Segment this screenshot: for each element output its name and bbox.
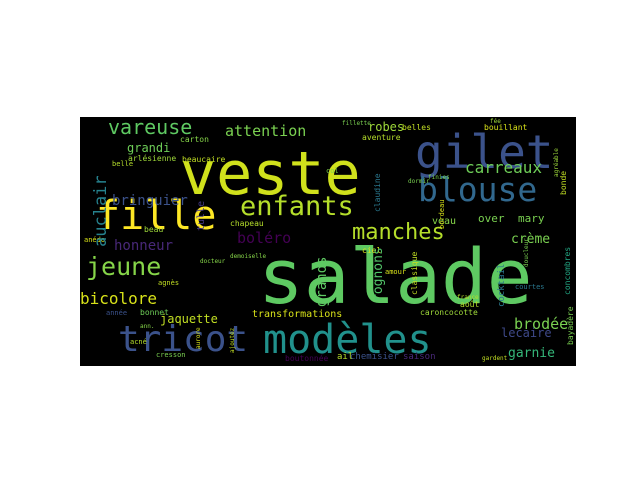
word-fille: fille bbox=[96, 193, 216, 239]
word-lecaire: lecaire bbox=[501, 326, 552, 340]
word-honneur: honneur bbox=[114, 238, 173, 254]
word-boutonnee: boutonnée bbox=[285, 353, 329, 363]
word-bayadere: bayadère bbox=[565, 306, 575, 345]
word-robes: robes bbox=[368, 120, 404, 134]
word-claudine: claudine bbox=[373, 173, 382, 212]
word-arlesienne: arlésienne bbox=[128, 153, 176, 163]
word-transformations: transformations bbox=[252, 309, 342, 320]
word-tulle: tulle bbox=[196, 201, 207, 231]
word-salade: salade bbox=[258, 232, 533, 321]
word-auclair: auclair bbox=[91, 175, 111, 247]
word-aout: août bbox=[460, 300, 479, 309]
word-beau: beau bbox=[144, 225, 163, 234]
word-ajoutez: ajoutez bbox=[229, 327, 236, 353]
word-gilet: gilet bbox=[415, 125, 553, 179]
word-anedo: anédo bbox=[84, 236, 105, 244]
word-acne: acné bbox=[130, 338, 147, 346]
word-courtes: courtes bbox=[515, 283, 545, 291]
word-doucleur: doucleur bbox=[523, 238, 530, 267]
word-grandi: grandi bbox=[127, 141, 170, 155]
word-veste: veste bbox=[180, 139, 361, 209]
word-gardent: gardent bbox=[482, 355, 508, 362]
word-ciel: ciel bbox=[362, 246, 381, 255]
word-ail: ail bbox=[337, 352, 353, 362]
word-bringuier: bringuier bbox=[112, 193, 188, 209]
word-chemisier: chemisier bbox=[350, 352, 399, 362]
word-bordeau: bordeau bbox=[438, 199, 446, 229]
word-over: over bbox=[478, 212, 505, 225]
word-cloud: salade veste modèles tricot gilet blouse… bbox=[80, 117, 576, 366]
word-modeles: modèles bbox=[263, 317, 432, 363]
word-france: france bbox=[457, 294, 479, 301]
word-bonde: bonde bbox=[559, 171, 568, 195]
word-grands: boléro bbox=[237, 229, 291, 247]
word-docteur: docteur bbox=[200, 258, 226, 265]
word-col: col bbox=[326, 167, 339, 175]
word-vareuse: vareuse bbox=[108, 117, 192, 139]
word-blouse: blouse bbox=[418, 170, 537, 209]
word-amour: amour bbox=[385, 268, 406, 276]
word-finies: finies bbox=[428, 174, 450, 181]
word-agreable: agréable bbox=[553, 148, 560, 177]
word-cresson: cresson bbox=[156, 351, 186, 359]
word-enfants: enfants bbox=[240, 191, 354, 222]
word-attention: attention bbox=[225, 122, 306, 140]
word-belles: belles bbox=[402, 123, 431, 132]
word-carreaux: carreaux bbox=[465, 158, 542, 177]
word-bicolore: bicolore bbox=[80, 289, 157, 308]
word-caroncocotte: caroncocotte bbox=[420, 308, 478, 317]
word-tricot: tricot bbox=[118, 319, 248, 360]
word-bouillant: bouillant bbox=[484, 123, 528, 132]
word-garnie: garnie bbox=[508, 346, 555, 361]
word-creme: crème bbox=[511, 232, 550, 247]
word-fillette: fillette bbox=[342, 120, 371, 127]
word-saison: saison bbox=[403, 352, 436, 362]
word-belle: belle bbox=[112, 160, 133, 168]
word-beaucaire: beaucaire bbox=[182, 155, 226, 164]
word-bonnet: bonnet bbox=[140, 308, 169, 317]
word-classique: classique bbox=[410, 251, 419, 295]
word-bolero: grands bbox=[314, 256, 330, 307]
word-carton: carton bbox=[180, 135, 209, 144]
word-chapeau: chapeau bbox=[230, 219, 264, 228]
word-mary: mary bbox=[518, 212, 545, 225]
word-cloud-svg: salade veste modèles tricot gilet blouse… bbox=[80, 117, 575, 363]
word-cocktail: cocktail bbox=[497, 264, 507, 307]
word-aurore: aurore bbox=[195, 327, 202, 349]
word-aventure: aventure bbox=[362, 133, 401, 142]
word-veau: veau bbox=[432, 216, 456, 227]
word-dormir: dormir bbox=[408, 178, 430, 185]
word-jeune: jeune bbox=[86, 252, 161, 281]
word-ann: ann. bbox=[140, 323, 154, 330]
word-rognons: rognons bbox=[371, 247, 386, 302]
word-agnes: agnès bbox=[158, 279, 179, 287]
word-fee: fée bbox=[490, 118, 501, 125]
word-annee: année bbox=[106, 309, 127, 317]
word-manches: manches bbox=[352, 220, 445, 245]
word-concombres: concombres bbox=[563, 247, 572, 295]
word-brodee: brodée bbox=[514, 315, 568, 333]
word-demoiselle: demoiselle bbox=[230, 253, 267, 260]
word-jaquette: jaquette bbox=[160, 312, 218, 326]
